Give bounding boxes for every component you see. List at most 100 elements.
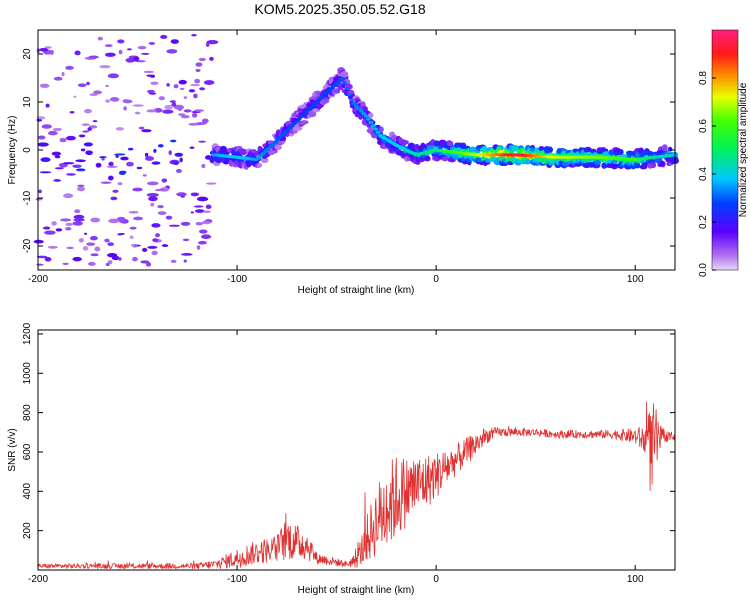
heatmap-cell (178, 108, 182, 111)
heatmap-cell (45, 103, 50, 108)
heatmap-cell (188, 89, 196, 93)
heatmap-cell (635, 162, 641, 169)
heatmap-cell (198, 140, 206, 143)
heatmap-cell (446, 140, 454, 147)
heatmap-cell (198, 229, 208, 234)
heatmap-cell (47, 245, 58, 249)
heatmap-cell (268, 144, 274, 149)
heatmap-cell (183, 259, 187, 263)
heatmap-cell (127, 48, 132, 51)
heatmap-cells (33, 34, 680, 267)
heatmap-cell (107, 242, 115, 246)
heatmap-cell (169, 100, 176, 103)
heatmap-cell (36, 255, 48, 259)
heatmap-cell (99, 64, 111, 69)
heatmap-cell (188, 122, 200, 126)
heatmap-cell (129, 226, 137, 230)
colorbar-gradient (711, 29, 739, 271)
heatmap-cell (78, 134, 86, 138)
bottom-y-tick-label: 1000 (22, 362, 33, 385)
heatmap-cell (311, 103, 317, 107)
heatmap-cell (194, 209, 205, 213)
heatmap-cell (170, 139, 177, 143)
heatmap-cell (146, 181, 159, 186)
snr-frame (37, 329, 676, 571)
heatmap-cell (66, 173, 76, 176)
heatmap-cell (454, 143, 462, 149)
heatmap-cell (40, 157, 51, 163)
heatmap-cell (141, 247, 148, 252)
top-x-tick-label: -200 (28, 274, 48, 285)
heatmap-cell (174, 152, 183, 157)
heatmap-cell (69, 110, 75, 114)
heatmap-cell (99, 156, 107, 159)
heatmap-cell (370, 124, 376, 128)
heatmap-cell (66, 246, 74, 250)
heatmap-cell (173, 104, 185, 110)
heatmap-cell (72, 221, 83, 226)
top-y-ticks: -20 -10 0 10 20 (22, 48, 675, 253)
heatmap-cell (617, 148, 624, 156)
heatmap-cell (166, 49, 178, 54)
heatmap-cell (157, 211, 167, 215)
heatmap-cell (291, 121, 297, 126)
heatmap-cell (155, 233, 160, 238)
heatmap-cell (195, 68, 201, 72)
heatmap-cell (44, 46, 52, 49)
heatmap-cell (195, 221, 204, 226)
heatmap-cell (193, 109, 205, 112)
bottom-y-tick-label: 800 (22, 404, 33, 421)
colorbar-tick-label: 0.8 (698, 71, 709, 85)
heatmap-cell (127, 147, 134, 151)
heatmap-cell (150, 202, 155, 207)
heatmap-cell (145, 156, 155, 161)
heatmap-cell (375, 130, 381, 134)
bottom-x-ticks: -200 -100 0 100 (28, 330, 644, 585)
heatmap-cell (342, 81, 348, 85)
heatmap-cell (179, 157, 183, 163)
heatmap-cell (80, 148, 86, 152)
heatmap-cell (183, 109, 192, 113)
top-y-tick-label: -10 (22, 190, 33, 205)
heatmap-cell (111, 255, 120, 261)
heatmap-cell (168, 224, 180, 227)
heatmap-cell (65, 65, 74, 70)
heatmap-cell (73, 214, 85, 220)
heatmap-cell (260, 151, 266, 156)
heatmap-cell (201, 118, 209, 124)
top-x-axis-label: Height of straight line (km) (298, 285, 415, 296)
heatmap-cell (256, 162, 263, 168)
heatmap-cell (109, 97, 120, 102)
heatmap-cell (191, 34, 197, 37)
heatmap-cell (62, 262, 69, 266)
heatmap-cell (402, 140, 409, 145)
bottom-y-axis-label: SNR (v/v) (7, 428, 18, 471)
colorbar-tick-label: 0.2 (698, 215, 709, 229)
heatmap-cell (130, 244, 135, 247)
heatmap-cell (441, 156, 449, 162)
heatmap-cell (203, 210, 211, 213)
heatmap-cell (294, 119, 300, 123)
heatmap-cell (378, 126, 384, 133)
heatmap-cell (152, 238, 159, 243)
heatmap-cell (54, 155, 61, 159)
colorbar-ticks: 0.0 0.2 0.4 0.6 0.8 (698, 71, 716, 277)
heatmap-cell (373, 127, 379, 131)
heatmap-cell (73, 95, 77, 98)
heatmap-cell (197, 122, 201, 126)
heatmap-cell (83, 232, 88, 235)
heatmap-cell (420, 142, 426, 149)
heatmap-cell (141, 129, 152, 133)
heatmap-cell (123, 106, 127, 111)
heatmap-cell (73, 218, 85, 222)
heatmap-cell (104, 52, 116, 57)
heatmap-cell (667, 146, 673, 152)
heatmap-cell (54, 167, 64, 170)
heatmap-cell (164, 104, 173, 110)
heatmap-cell (363, 114, 369, 118)
heatmap-cell (108, 162, 112, 166)
heatmap-cell (87, 261, 96, 266)
heatmap-cell (289, 124, 295, 128)
heatmap-cell (308, 110, 317, 118)
